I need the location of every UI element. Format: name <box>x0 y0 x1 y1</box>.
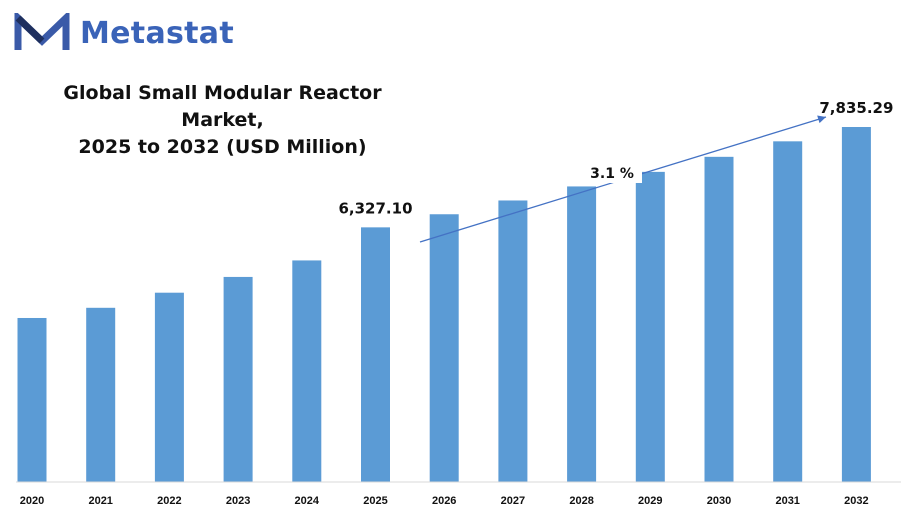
brand-name: Metastat <box>80 15 234 51</box>
bar <box>292 260 322 482</box>
x-tick-label: 2031 <box>775 495 799 507</box>
x-tick-label: 2022 <box>157 495 181 507</box>
growth-rate-label: 3.1 % <box>590 166 634 182</box>
x-tick-label: 2024 <box>295 495 320 507</box>
bar <box>154 292 184 482</box>
data-label: 7,835.29 <box>819 99 893 117</box>
bar <box>841 127 871 482</box>
x-tick-label: 2020 <box>20 495 44 507</box>
data-label: 6,327.10 <box>338 199 412 217</box>
bar <box>704 156 734 482</box>
metastat-m-icon <box>14 13 70 50</box>
chart-title: Global Small Modular Reactor Market, 202… <box>20 80 425 161</box>
x-tick-label: 2030 <box>707 495 731 507</box>
bar <box>429 214 459 482</box>
bar <box>773 141 803 482</box>
bar <box>635 171 665 482</box>
x-tick-label: 2023 <box>226 495 250 507</box>
x-tick-label: 2026 <box>432 495 456 507</box>
bar <box>86 307 116 482</box>
brand-logo: Metastat <box>14 10 234 56</box>
x-tick-label: 2025 <box>363 495 387 507</box>
bar <box>17 317 47 482</box>
x-tick-label: 2032 <box>844 495 868 507</box>
x-tick-label: 2027 <box>501 495 525 507</box>
x-tick-label: 2029 <box>638 495 662 507</box>
growth-label-background <box>586 161 642 183</box>
chart-title-line-2: 2025 to 2032 (USD Million) <box>78 136 367 158</box>
bar <box>567 186 597 482</box>
bar <box>223 276 253 482</box>
x-tick-label: 2021 <box>88 495 112 507</box>
bar <box>498 200 528 482</box>
x-tick-label: 2028 <box>569 495 593 507</box>
bar <box>361 227 390 482</box>
growth-arrow-head <box>817 115 826 124</box>
chart-title-line-1: Global Small Modular Reactor Market, <box>63 82 382 131</box>
